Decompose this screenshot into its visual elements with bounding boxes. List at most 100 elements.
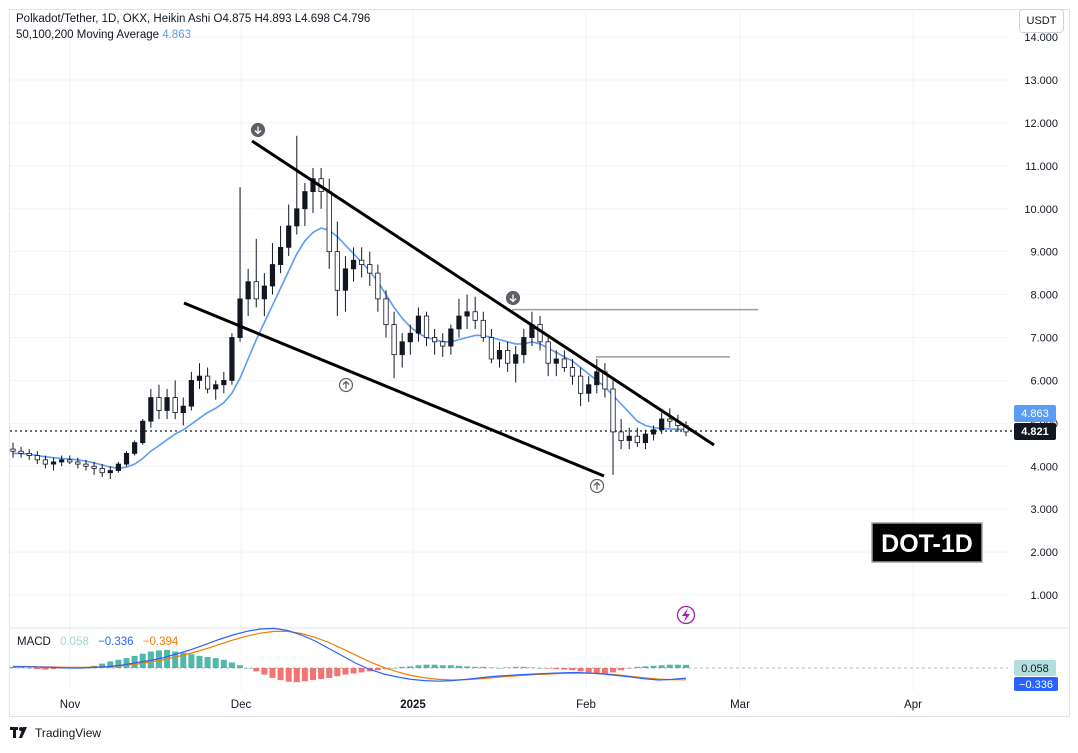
lightning-glyph [682, 608, 690, 622]
low-value: L4.698 [294, 13, 330, 25]
macd-hist-bar [504, 667, 511, 668]
macd-hist-bar [26, 668, 33, 669]
y-axis: 14.000 13.000 12.000 11.000 10.000 9.000 8.000… [1024, 32, 1058, 602]
arrow-glyph [254, 126, 262, 135]
macd-hist-bar [261, 668, 268, 675]
macd-hist-bar [391, 668, 398, 669]
macd-hist-bar [537, 668, 544, 669]
candle-body [667, 418, 673, 422]
candle-body [553, 358, 559, 364]
candle-body [618, 431, 624, 441]
ma-line: 50,100,200 Moving Average 4.863 [16, 27, 370, 43]
brand-name[interactable]: TradingView [35, 726, 102, 740]
candle-body [513, 354, 519, 364]
currency-button[interactable]: USDT [1019, 9, 1064, 33]
macd-hist-bar [520, 666, 527, 668]
macd-hist-bar [683, 664, 689, 668]
candle-body [294, 208, 300, 227]
candle-body [448, 328, 454, 347]
candle-body [610, 388, 616, 433]
macd-hist-bar [666, 664, 673, 668]
macd-hist-bar [50, 668, 57, 670]
candle-body [50, 461, 57, 465]
y-tick-label: 8.000 [1030, 290, 1058, 302]
macd-hist-bar [139, 653, 146, 668]
candle-body [83, 463, 89, 467]
candle-body [67, 459, 73, 463]
candle-body [237, 298, 243, 338]
macd-hist-bar [180, 652, 187, 668]
macd-hist-bar [480, 666, 487, 668]
candle-body [123, 452, 130, 465]
candles [10, 135, 689, 480]
candle-body [196, 375, 203, 381]
candle-body [334, 251, 340, 291]
arrow-glyph [342, 380, 350, 389]
candle-body [472, 311, 478, 321]
macd-hist-bar [610, 668, 617, 673]
x-tick-label: Feb [576, 699, 596, 711]
macd-hist-bar [642, 666, 649, 668]
candle-body [415, 315, 422, 334]
candle-body [140, 420, 146, 444]
candle-body [269, 264, 276, 287]
macd-hist-bar [285, 668, 292, 682]
candle-body [440, 341, 446, 347]
candle-body [391, 324, 397, 356]
macd-hist-bar [577, 668, 584, 672]
macd-hist-bar [626, 668, 633, 669]
macd-hist-bar [301, 668, 308, 682]
candle-body [375, 272, 381, 300]
macd-hist-bar [99, 663, 106, 668]
candle-body [423, 315, 430, 338]
candle-body [221, 380, 227, 386]
ma-value: 4.863 [162, 29, 191, 41]
candle-body [302, 191, 308, 210]
y-tick-label: 13.000 [1024, 75, 1058, 87]
candle-body [180, 405, 186, 414]
candle-body [213, 384, 219, 390]
symbol-badge-text: DOT-1D [881, 530, 973, 558]
x-tick-label: Dec [231, 699, 252, 711]
ma-price-tag-text: 4.863 [1021, 408, 1049, 420]
macd-hist-bar [399, 666, 406, 668]
macd-hist-bar [658, 665, 665, 668]
candle-body [148, 397, 154, 422]
tradingview-logo-icon [10, 727, 27, 738]
candle-body [383, 298, 389, 326]
y-tick-label: 3.000 [1030, 504, 1058, 516]
macd-hist-bar [569, 668, 576, 671]
candle-body [75, 461, 81, 465]
candle-body [156, 397, 162, 411]
macd-hist-bar [293, 668, 300, 683]
trendlines[interactable] [183, 139, 715, 478]
chart-frame [9, 9, 1070, 717]
candle-body [26, 452, 32, 456]
candle-body [399, 341, 405, 356]
macd-pane [10, 627, 1008, 683]
candle-body [91, 465, 97, 469]
footer: TradingView [10, 726, 101, 740]
candle-body [42, 459, 49, 465]
y-tick-label: 7.000 [1030, 333, 1058, 345]
macd-hist-bar [496, 668, 503, 669]
candle-body [286, 225, 292, 248]
macd-hist-bar [512, 666, 519, 668]
macd-hist-bar [674, 664, 681, 668]
upper-trendline [251, 139, 715, 447]
candle-body [456, 315, 462, 330]
macd-hist-bar [42, 668, 49, 670]
moving-average [13, 227, 687, 470]
macd-hist-bar [431, 664, 438, 668]
macd-hist-bar [455, 665, 462, 668]
ma-label: 50,100,200 Moving Average [16, 29, 160, 41]
macd-hist-bar [423, 664, 430, 668]
macd-hist-bar [464, 666, 471, 668]
macd-hist-bar [228, 662, 235, 668]
macd-hist-bar [374, 668, 381, 671]
macd-hist-bar [147, 651, 154, 668]
candle-body [521, 337, 527, 356]
candle-body [545, 341, 551, 364]
candle-body [310, 178, 316, 192]
